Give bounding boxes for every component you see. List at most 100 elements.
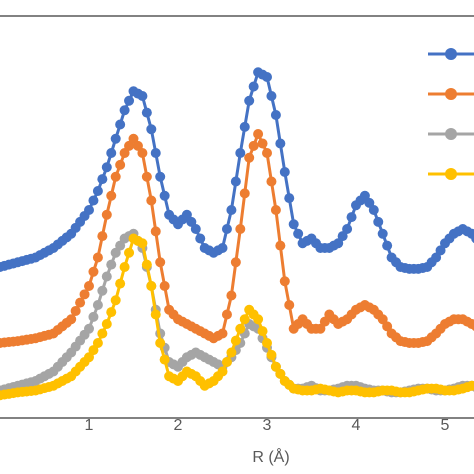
x-axis-title: R (Å) [252,447,289,466]
series-4 [0,233,474,401]
series-4-point [159,354,170,365]
series-2-point [382,321,393,332]
series-1-point [431,252,442,263]
series-1-point [275,138,286,149]
series-2-point [284,300,295,310]
legend-marker [445,88,457,100]
series-2-point [137,148,148,158]
series-1 [0,67,474,274]
series-1-point [106,148,117,158]
series-4-point [230,335,241,346]
series-2-point [235,224,246,234]
series-2-point [97,231,108,242]
series-layer [0,67,474,401]
series-4-point [226,347,237,358]
series-2-point [226,290,237,301]
series-2-point [146,195,157,206]
series-1-point [159,190,170,201]
series-3-point [97,285,108,296]
series-2-point [275,240,286,251]
series-2-point [377,314,388,325]
legend-marker [445,128,457,140]
series-4-point [106,307,117,318]
series-1-point [248,81,259,92]
series-2-point [128,133,139,144]
series-1-point [333,238,344,249]
series-3-point [115,240,126,251]
series-2-point [270,205,281,215]
series-1-point [115,119,126,130]
series-1-point [92,186,103,196]
series-2-point [257,138,268,149]
x-tick-labels: 1 2 3 4 5 [85,417,450,434]
series-2-point [115,159,126,170]
series-1-point [124,95,135,106]
series-4-point [146,281,157,291]
series-1-point [244,95,255,106]
series-2-point [253,129,264,139]
series-4-point [270,361,281,372]
series-4-point [217,366,228,377]
series-2-point [70,305,81,316]
series-2-point [262,148,272,158]
series-2-point [79,289,90,300]
series-1-point [101,162,112,173]
series-1-point [190,224,201,234]
series-1-point [235,148,246,158]
series-3-point [88,311,99,322]
series-4-point [115,278,126,289]
series-1-point [186,216,197,227]
series-2-point [159,281,170,291]
series-1-point [364,197,375,208]
series-1-point [288,219,299,230]
series-1-point [97,174,108,185]
series-4-point [110,295,121,306]
series-1-point [195,233,206,244]
series-1-point [293,228,304,239]
series-1-point [110,133,121,144]
series-2-point [92,252,103,263]
series-2-point [141,171,152,182]
series-4-point [266,349,277,360]
legend-entry-1 [428,48,474,60]
series-2-point [217,328,228,339]
series-4-point [253,314,264,325]
series-1-point [84,205,94,215]
series-2-point [101,209,112,220]
series-1-point [342,224,353,234]
legend-entry-2 [428,88,474,100]
series-2-point [66,314,77,325]
series-4-point [239,314,250,325]
series-1-point [346,212,357,223]
legend-entry-3 [428,128,474,140]
series-2-point [106,190,117,201]
series-1-point [155,171,166,182]
series-1-point [119,105,130,116]
series-2-point [88,266,99,277]
series-1-point [279,167,290,177]
series-2-point [110,171,121,182]
series-1-point [435,245,446,256]
series-1-point [373,216,384,227]
series-2-point [119,148,130,158]
series-1-point [368,205,379,215]
series-4-point [257,326,268,337]
series-1-point [141,107,152,118]
series-1-point [217,243,228,253]
series-4-point [235,323,246,334]
legend-marker [445,168,457,180]
x-tick-label: 5 [441,417,450,434]
series-4-point [101,319,112,329]
series-2-point [155,257,166,268]
series-1-point [230,176,241,187]
legend [428,48,474,180]
series-1-point [146,124,157,135]
series-4-point [262,338,272,348]
series-3-point [106,259,117,270]
series-2-point [248,140,259,151]
series-4-point [92,338,103,348]
series-1-point [150,148,161,158]
series-2-point [221,309,232,320]
series-1-point [359,190,370,201]
